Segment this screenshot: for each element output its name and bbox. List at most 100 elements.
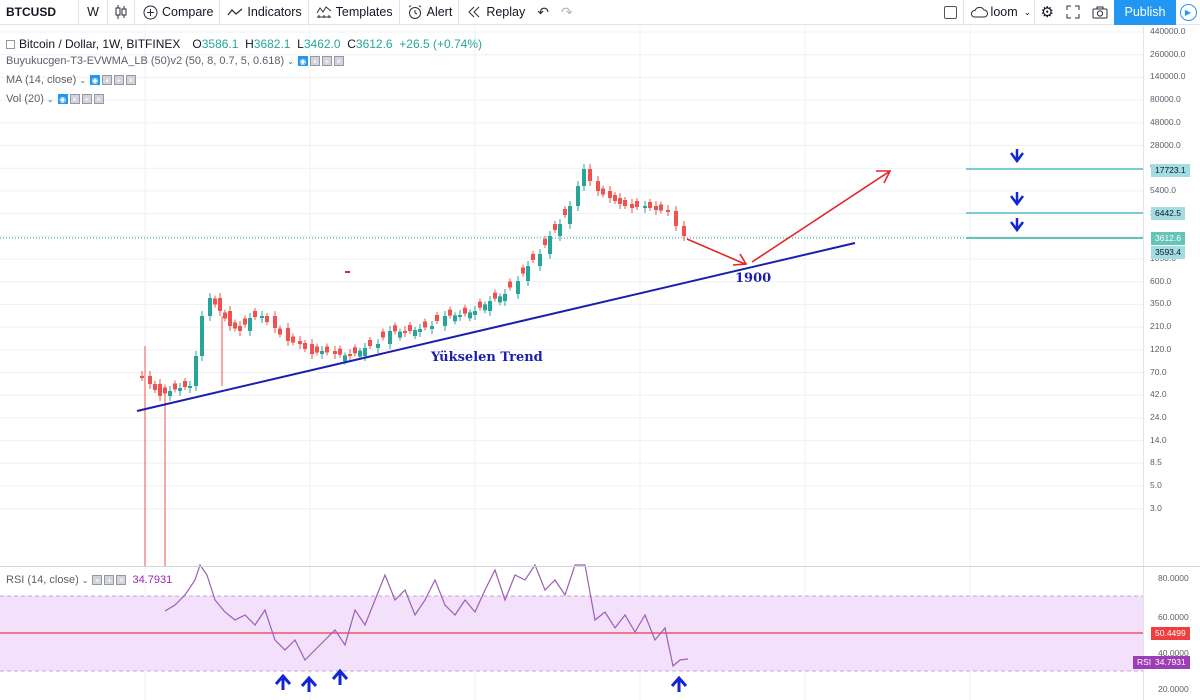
settings-icon[interactable]: ▪ — [309, 56, 320, 66]
templates-icon — [315, 3, 333, 21]
alert-button[interactable]: Alert — [400, 0, 459, 25]
indicator-legend-vol[interactable]: Vol (20) ⌄ ◉ ▪ + × — [6, 93, 106, 105]
play-icon: ▶ — [1179, 3, 1197, 21]
eye-icon[interactable]: ◉ — [57, 94, 68, 104]
chart-style-button[interactable] — [108, 0, 134, 25]
indicator-legend-t3[interactable]: Buyukucgen-T3-EVWMA_LB (50)v2 (50, 8, 0.… — [6, 55, 346, 67]
chevron-down-icon: ⌄ — [46, 94, 54, 104]
candle-body — [213, 298, 217, 305]
plus-icon[interactable]: + — [104, 575, 115, 585]
select-toggle[interactable] — [938, 0, 963, 25]
replay-button[interactable]: Replay — [459, 0, 531, 25]
projection-arrow — [751, 170, 891, 263]
eye-icon[interactable]: ◉ — [297, 56, 308, 66]
indicator-controls: ▪ + × — [92, 575, 128, 585]
indicator-title: MA (14, close) — [6, 74, 77, 86]
candle-body — [183, 381, 187, 387]
close-icon[interactable]: × — [126, 75, 137, 85]
candle-body — [563, 209, 567, 215]
candle-body — [140, 376, 144, 378]
plus-icon[interactable]: + — [321, 56, 332, 66]
rsi-level-tag: 50.4499 — [1151, 627, 1190, 640]
candle-body — [310, 344, 314, 354]
price-tick-label: 440000.0 — [1150, 26, 1186, 36]
settings-icon[interactable]: ▪ — [92, 575, 103, 585]
close-icon[interactable]: × — [116, 575, 127, 585]
indicators-icon — [226, 3, 244, 21]
candle-body — [403, 331, 407, 333]
trend-label[interactable]: Yükselen Trend — [431, 350, 543, 365]
layout-menu[interactable]: loom ⌄ — [964, 0, 1034, 25]
symbol-search[interactable]: BTCUSD — [6, 5, 56, 19]
candle-body — [353, 347, 357, 354]
checkbox-icon — [943, 5, 957, 19]
indicators-button[interactable]: Indicators — [220, 0, 307, 25]
layout-name: loom — [990, 5, 1018, 19]
chevron-down-icon: ⌄ — [287, 56, 294, 66]
candle-body — [682, 226, 686, 236]
redo-button[interactable]: ↷ — [555, 0, 579, 25]
candle-body — [516, 281, 520, 294]
candle-body — [238, 326, 242, 331]
separator — [1033, 0, 1035, 25]
close-icon[interactable]: × — [333, 56, 344, 66]
price-tick-label: 260000.0 — [1150, 48, 1186, 59]
fullscreen-icon — [1066, 5, 1080, 19]
price-tick-label: 80000.0 — [1150, 94, 1181, 105]
candle-body — [325, 346, 329, 353]
candle-body — [674, 211, 678, 226]
interval-button[interactable]: W — [87, 5, 99, 19]
candle-body — [582, 169, 586, 186]
settings-button[interactable]: ⚙ — [1035, 0, 1060, 25]
price-scale[interactable]: 440000.0 260000.0 140000.0 80000.0 48000.0 28… — [1143, 26, 1200, 566]
rsi-tick-label: 60.0000 — [1158, 612, 1189, 622]
down-arrow-icon — [1010, 152, 1024, 164]
chart-canvas[interactable] — [0, 26, 1143, 700]
toolbar-right: loom ⌄ ⚙ Publish ▶ — [938, 0, 1200, 25]
level-price-tag: 17723.1 — [1151, 164, 1190, 177]
settings-icon[interactable]: ▪ — [69, 94, 80, 104]
plus-circle-icon — [141, 3, 159, 21]
candle-body — [508, 281, 512, 288]
separator — [962, 0, 964, 25]
undo-button[interactable]: ↶ — [531, 0, 555, 25]
main-legend: Bitcoin / Dollar, 1W, BITFINEX O3586.1 H… — [6, 37, 482, 51]
target-label[interactable]: 1900 — [735, 271, 772, 286]
candle-body — [430, 326, 434, 329]
price-tick-label: 5.0 — [1150, 480, 1162, 490]
up-arrow-icon — [274, 673, 292, 685]
compare-button[interactable]: Compare — [135, 0, 219, 25]
plus-icon[interactable]: + — [114, 75, 125, 85]
collapse-icon[interactable] — [6, 39, 15, 49]
rsi-legend[interactable]: RSI (14, close) ⌄ ▪ + × 34.7931 — [6, 574, 172, 586]
rsi-tick-label: 20.0000 — [1158, 684, 1189, 694]
price-tick-label: 42.0 — [1150, 389, 1167, 400]
ohlc-values: O3586.1 H3682.1 L3462.0 C3612.6 +26.5 (+… — [192, 37, 482, 51]
rsi-tick-label: 80.0000 — [1158, 573, 1189, 583]
eye-icon[interactable]: ◉ — [90, 75, 101, 85]
price-tick-label: 28000.0 — [1150, 139, 1181, 150]
candle-body — [654, 206, 658, 210]
candle-body — [388, 331, 392, 344]
play-button[interactable]: ▶ — [1176, 0, 1200, 25]
up-arrow-icon — [331, 668, 349, 680]
publish-button[interactable]: Publish — [1114, 0, 1176, 25]
camera-icon — [1092, 6, 1108, 18]
rsi-scale[interactable]: 80.0000 60.0000 40.0000 20.0000 — [1143, 567, 1200, 700]
candle-body — [659, 204, 663, 211]
close-icon[interactable]: × — [93, 94, 104, 104]
ma-price-tag: 3593.4 — [1151, 246, 1185, 259]
candle-body — [418, 329, 422, 332]
candle-body — [381, 331, 385, 338]
snapshot-button[interactable] — [1086, 0, 1114, 25]
settings-icon[interactable]: ▪ — [102, 75, 113, 85]
pane-divider[interactable] — [0, 566, 1200, 567]
candle-body — [608, 191, 612, 198]
indicator-legend-ma[interactable]: MA (14, close) ⌄ ◉ ▪ + × — [6, 74, 138, 86]
candle-body — [200, 316, 204, 356]
up-arrow-icon — [670, 675, 688, 687]
indicators-label: Indicators — [247, 5, 302, 19]
fullscreen-button[interactable] — [1060, 0, 1086, 25]
templates-button[interactable]: Templates — [309, 0, 399, 25]
plus-icon[interactable]: + — [81, 94, 92, 104]
